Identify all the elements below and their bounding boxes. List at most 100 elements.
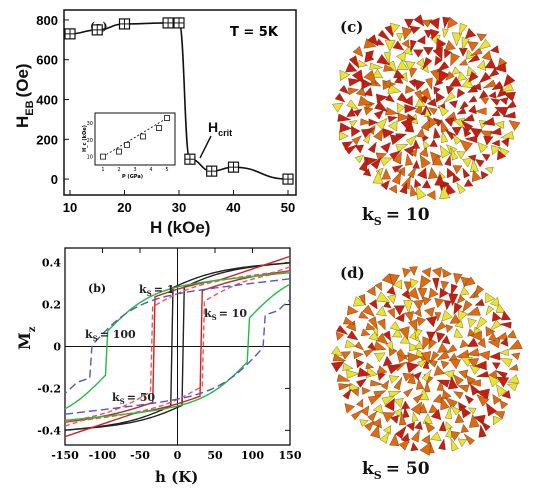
spin-cone — [410, 148, 418, 157]
spin-cone — [358, 95, 373, 106]
spin-cone — [396, 92, 410, 104]
x-tick-label: 20 — [117, 200, 131, 215]
spin-cone — [396, 348, 408, 361]
spin-cone — [467, 41, 479, 52]
spin-cone — [477, 337, 486, 349]
spin-cone — [360, 405, 370, 417]
spin-cone — [396, 59, 409, 71]
spin-cone — [421, 369, 432, 382]
spin-cone — [377, 29, 391, 41]
spin-cone — [397, 112, 411, 122]
spin-cone — [502, 91, 516, 102]
spin-cone — [462, 126, 472, 138]
spin-cone — [444, 48, 452, 59]
spin-cone — [413, 308, 422, 318]
spin-cone — [393, 398, 404, 408]
spin-cone — [476, 33, 487, 42]
spin-cone — [438, 438, 446, 451]
spin-cone — [475, 316, 488, 330]
spin-cone — [339, 122, 352, 133]
spin-cone — [469, 365, 481, 375]
spin-cone — [432, 277, 440, 291]
spin-cone — [365, 50, 374, 60]
y-tick-label: 0 — [51, 172, 58, 187]
spin-cone — [451, 126, 462, 136]
spin-cone — [352, 45, 364, 58]
spin-cone — [489, 45, 500, 54]
spin-cone — [339, 69, 351, 81]
spin-cone — [468, 407, 477, 415]
spin-cone — [467, 379, 481, 387]
spin-cone — [493, 415, 502, 426]
spin-cone — [460, 424, 469, 433]
spin-cone — [412, 159, 420, 169]
spin-cone — [373, 341, 387, 351]
spin-cone — [380, 142, 391, 154]
spin-cone — [416, 35, 426, 45]
data-point — [206, 165, 218, 177]
spin-cone — [389, 433, 400, 447]
data-point — [282, 173, 294, 185]
spin-cone — [362, 134, 371, 144]
spin-cone — [410, 184, 418, 197]
spin-cone — [434, 55, 443, 66]
spin-cone — [408, 318, 418, 332]
spin-cone — [369, 299, 378, 310]
panel-a-x-ticks: 10 20 30 40 50 — [63, 190, 295, 215]
inset-x-tick: 5 — [165, 167, 168, 173]
y-tick-label: 0.2 — [42, 299, 61, 312]
x-tick-label: 0 — [174, 449, 182, 462]
spin-cone — [332, 102, 344, 113]
spin-cone — [482, 79, 497, 89]
x-tick-label: 40 — [226, 200, 240, 215]
panel-a-hcrit-label: Hcrit — [208, 119, 232, 138]
spin-cone — [357, 367, 371, 378]
spin-cone — [380, 379, 390, 390]
inset-y-label: H_c (kOe) — [82, 125, 88, 152]
inset-x-tick: 1 — [101, 167, 104, 173]
spin-cone — [447, 16, 459, 29]
spin-cone — [358, 157, 368, 172]
spin-cone — [362, 387, 371, 395]
spin-cone — [501, 82, 514, 92]
spin-cone — [414, 420, 423, 430]
spin-cone — [406, 362, 420, 374]
data-point — [91, 24, 103, 36]
spin-cone — [354, 341, 365, 351]
spin-cone — [351, 69, 364, 84]
spin-cone — [491, 311, 502, 322]
spin-cone — [393, 305, 406, 316]
spin-cone — [464, 135, 478, 143]
spin-cone — [392, 151, 402, 165]
spin-cone — [457, 71, 468, 82]
spin-cone — [419, 154, 431, 169]
spin-cone — [360, 118, 372, 126]
spin-cone — [487, 374, 501, 388]
spin-cone — [466, 306, 481, 316]
spin-cone — [488, 352, 501, 361]
spin-cone — [410, 39, 417, 53]
spin-cone — [470, 82, 482, 91]
spin-cone — [478, 90, 489, 99]
spin-cone — [426, 190, 436, 201]
spin-cone — [444, 300, 452, 311]
spin-cone — [367, 395, 382, 405]
spin-cone — [425, 315, 437, 328]
spin-cone — [467, 53, 480, 63]
spin-cone — [488, 91, 497, 99]
spin-cone — [401, 39, 410, 48]
spin-cone — [358, 294, 366, 306]
spin-cluster-c — [332, 14, 521, 201]
spin-cone — [401, 26, 413, 41]
spin-cone — [440, 360, 450, 370]
spin-cone — [439, 287, 449, 299]
spin-cone — [344, 403, 355, 414]
inset-point — [116, 148, 122, 155]
spin-cone — [408, 67, 418, 78]
spin-cone — [380, 157, 393, 167]
spin-cone — [488, 68, 500, 78]
spin-cone — [382, 355, 393, 367]
spin-cone — [463, 178, 474, 187]
spin-cone — [450, 147, 459, 161]
